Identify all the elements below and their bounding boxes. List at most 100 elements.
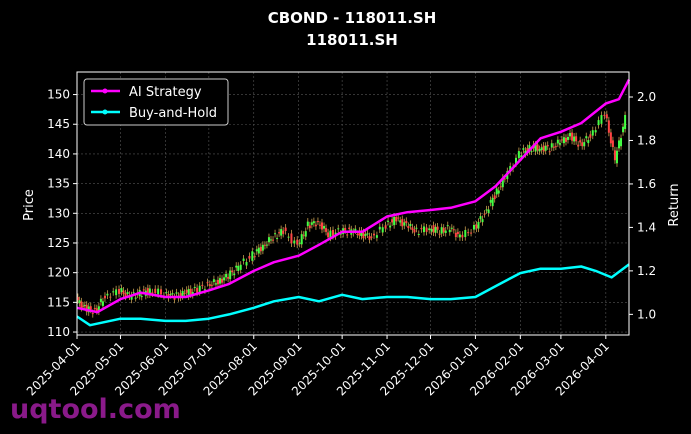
candle-body — [181, 290, 184, 297]
candlesticks — [76, 110, 627, 318]
candle-body — [434, 227, 437, 233]
candle-body — [122, 290, 125, 294]
candle-body — [407, 225, 410, 229]
candle-body — [579, 140, 582, 143]
candle-body — [550, 143, 553, 148]
candle-body — [284, 227, 287, 232]
candle-body — [83, 305, 86, 307]
candle-body — [436, 226, 439, 230]
candle-body — [235, 265, 238, 268]
candle-body — [615, 150, 618, 164]
candle-body — [95, 308, 98, 311]
candle-body — [618, 140, 621, 149]
candle-body — [198, 285, 201, 293]
candle-body — [487, 209, 490, 214]
candle-body — [571, 132, 574, 141]
candle-body — [112, 291, 115, 293]
candle-body — [91, 313, 94, 315]
candle-body — [360, 230, 363, 236]
candle-body — [245, 262, 248, 266]
candle-body — [206, 282, 209, 284]
candle-body — [173, 297, 176, 300]
candle-body — [581, 142, 584, 147]
candle-body — [142, 289, 145, 291]
candle-body — [93, 307, 96, 309]
candle-body — [323, 226, 326, 229]
candle-body — [503, 178, 506, 180]
candle-body — [464, 229, 467, 238]
candle-body — [452, 229, 455, 231]
candle-body — [420, 227, 423, 230]
candle-body — [475, 224, 478, 229]
candle-body — [446, 225, 449, 227]
candle-body — [415, 227, 418, 229]
y2-tick-label: 1.4 — [637, 220, 656, 234]
candle-body — [304, 231, 307, 237]
candle-body — [413, 229, 416, 233]
candle-body — [210, 284, 213, 286]
candle-body — [169, 294, 172, 296]
candle-body — [536, 144, 539, 151]
candle-body — [448, 229, 451, 233]
candle-body — [583, 142, 586, 147]
gridlines — [76, 72, 629, 335]
candle-body — [165, 292, 168, 294]
candle-body — [450, 227, 453, 229]
candle-body — [362, 232, 365, 239]
candle-body — [411, 227, 414, 230]
plot-frame — [76, 71, 630, 336]
y-tick-label: 140 — [47, 147, 70, 161]
candle-body — [293, 240, 296, 244]
candle-body — [409, 223, 412, 227]
x-axis: 2025-04-012025-05-012025-06-012025-07-01… — [24, 335, 612, 398]
candle-body — [607, 120, 610, 133]
candle-body — [461, 234, 464, 238]
candle-body — [493, 195, 496, 200]
candle-body — [522, 148, 525, 150]
candle-body — [314, 224, 317, 227]
candle-body — [401, 219, 404, 227]
chart-title: CBOND - 118011.SH — [268, 9, 437, 27]
candle-body — [454, 232, 457, 238]
y2-tick-label: 1.6 — [637, 177, 656, 191]
candle-body — [76, 297, 79, 301]
candle-body — [442, 227, 445, 233]
y-axis-left: 110 115 120 125 130 135 140 145 150 — [47, 88, 77, 339]
candle-body — [157, 288, 160, 295]
candle-body — [265, 244, 268, 246]
candle-body — [378, 226, 381, 230]
candle-body — [395, 216, 398, 222]
candle-body — [501, 177, 504, 188]
candle-body — [221, 278, 224, 283]
candle-body — [538, 149, 541, 152]
candle-body — [325, 228, 328, 232]
candle-body — [430, 228, 433, 232]
candle-body — [546, 144, 549, 147]
candle-body — [82, 305, 85, 307]
buy-and-hold-line — [76, 263, 630, 327]
candle-body — [272, 239, 275, 241]
candle-body — [218, 278, 221, 284]
candle-body — [499, 186, 502, 188]
candle-body — [364, 234, 367, 236]
candle-body — [233, 273, 236, 276]
candle-body — [318, 224, 321, 226]
candle-body — [514, 157, 517, 164]
candle-body — [528, 145, 531, 152]
candle-body — [456, 231, 459, 235]
candle-body — [620, 138, 623, 147]
candle-body — [302, 234, 305, 236]
candle-body — [187, 289, 190, 297]
candle-body — [597, 120, 600, 126]
candle-body — [263, 244, 266, 246]
y2-tick-label: 1.8 — [637, 133, 656, 147]
y-axis-label: Price — [22, 189, 37, 221]
y-tick-label: 125 — [47, 236, 70, 250]
candle-body — [320, 222, 323, 230]
candle-body — [491, 197, 494, 207]
legend-label-bh: Buy-and-Hold — [129, 106, 217, 121]
candle-body — [231, 270, 234, 273]
candle-body — [189, 288, 192, 295]
candle-body — [160, 289, 163, 295]
